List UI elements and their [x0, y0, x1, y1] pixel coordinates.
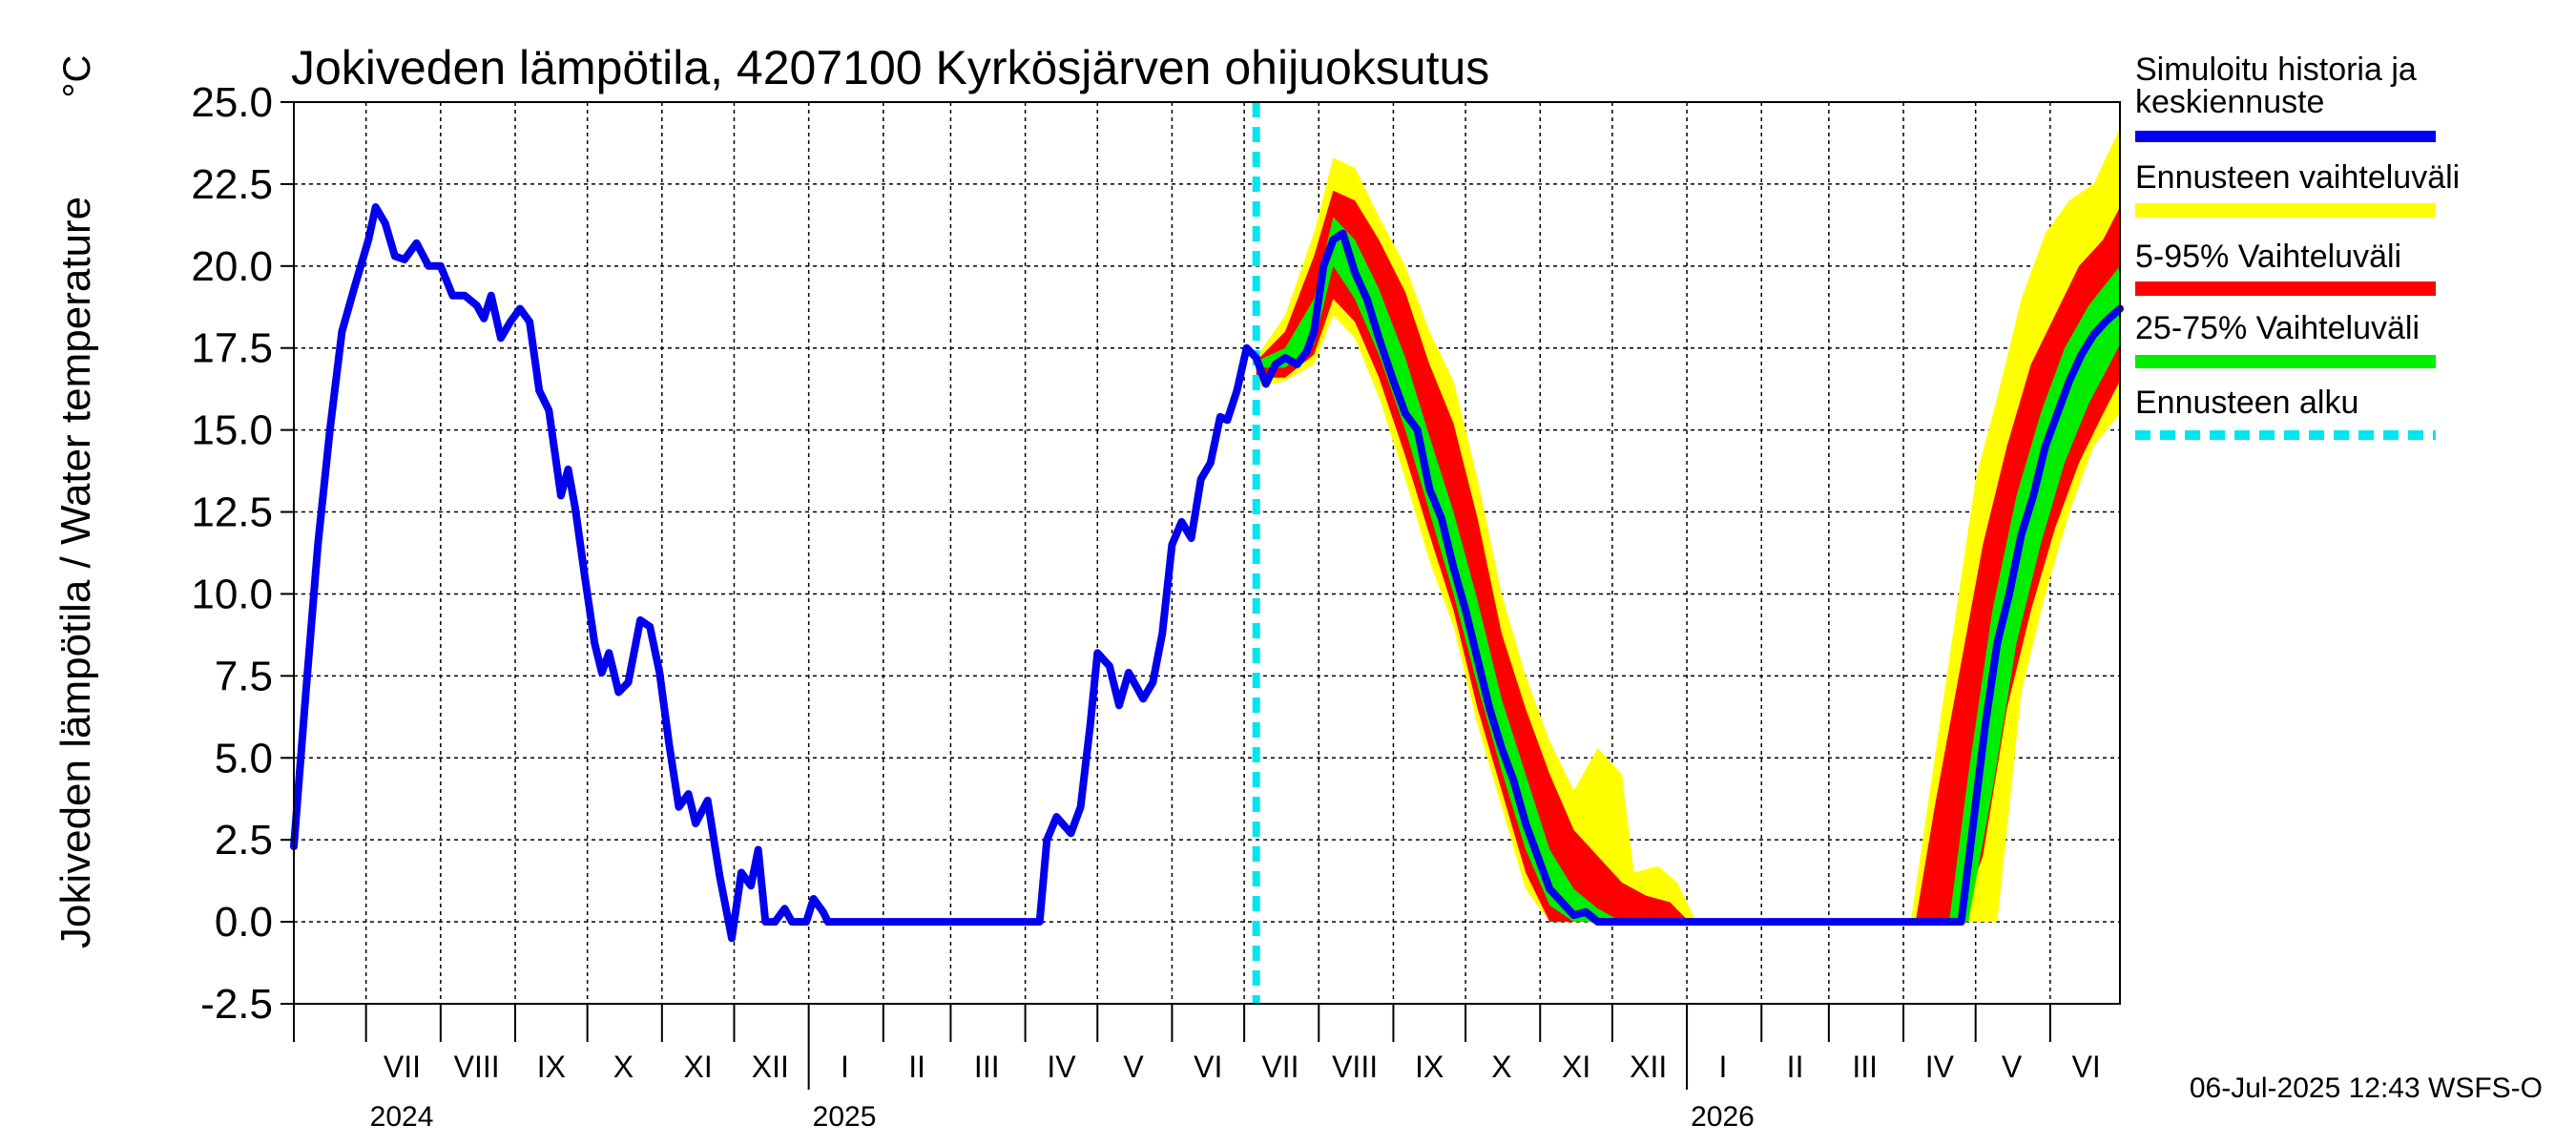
x-month-label: I	[1718, 1050, 1727, 1084]
y-tick-label: 12.5	[191, 489, 273, 536]
x-month-label: II	[1787, 1050, 1804, 1084]
plot-frame	[293, 101, 2121, 1005]
x-month-label: VIII	[454, 1050, 500, 1084]
legend-label-5-95: 5-95% Vaihteluväli	[2135, 239, 2401, 275]
legend-label-range: Ennusteen vaihteluväli	[2135, 159, 2460, 196]
x-month-label: X	[613, 1050, 634, 1084]
x-year-label: 2025	[813, 1101, 877, 1133]
x-year-label: 2026	[1691, 1101, 1755, 1133]
y-tick-label: 0.0	[215, 899, 273, 946]
y-tick-label: 25.0	[191, 79, 273, 126]
y-tick-label: -2.5	[200, 981, 273, 1028]
x-month-label: XI	[1562, 1050, 1590, 1084]
x-month-label: IX	[1415, 1050, 1444, 1084]
x-month-label: XII	[752, 1050, 789, 1084]
x-month-label: IX	[537, 1050, 566, 1084]
x-month-label: XII	[1630, 1050, 1667, 1084]
x-month-label: III	[974, 1050, 1000, 1084]
x-month-label: V	[2002, 1050, 2023, 1084]
x-month-label: VIII	[1332, 1050, 1378, 1084]
legend-label-history-line1: Simuloitu historia ja	[2135, 52, 2417, 88]
legend-swatch-5-95	[2135, 281, 2436, 296]
y-tick-label: 20.0	[191, 243, 273, 290]
legend-label-forecast-start: Ennusteen alku	[2135, 385, 2358, 421]
x-month-label: VI	[2072, 1050, 2101, 1084]
x-month-label: VI	[1194, 1050, 1222, 1084]
y-tick-label: 7.5	[215, 653, 273, 699]
x-month-label: III	[1852, 1050, 1878, 1084]
x-month-label: I	[841, 1050, 849, 1084]
legend-label-25-75: 25-75% Vaihteluväli	[2135, 310, 2420, 346]
footer-timestamp: 06-Jul-2025 12:43 WSFS-O	[2190, 1072, 2543, 1104]
legend-label-history-line2: keskiennuste	[2135, 84, 2324, 120]
x-month-label: VII	[1261, 1050, 1298, 1084]
x-month-label: X	[1491, 1050, 1511, 1084]
forecast-bands	[1256, 128, 2120, 923]
x-month-label: XI	[684, 1050, 713, 1084]
y-tick-label: 22.5	[191, 161, 273, 208]
x-month-label: IV	[1047, 1050, 1076, 1084]
series-lines	[290, 102, 2124, 1004]
tick-labels: 25.0 22.5 20.0 17.5 15.0 12.5 10.0 7.5 5.0 2.5 0.0…	[191, 79, 2100, 1133]
legend: Simuloitu historia ja keskiennuste Ennus…	[2135, 52, 2460, 440]
chart-title: Jokiveden lämpötila, 4207100 Kyrkösjärve…	[291, 41, 1489, 94]
y-tick-label: 5.0	[215, 735, 273, 781]
grid-lines	[294, 101, 2120, 1005]
y-tick-label: 2.5	[215, 817, 273, 864]
x-month-label: II	[908, 1050, 925, 1084]
y-tick-label: 17.5	[191, 325, 273, 372]
axes	[280, 101, 2121, 1090]
y-tick-label: 15.0	[191, 407, 273, 454]
unit-label: °C	[56, 55, 98, 98]
x-month-label: V	[1123, 1050, 1144, 1084]
legend-swatch-25-75	[2135, 355, 2436, 368]
x-month-label: IV	[1925, 1050, 1955, 1084]
series-line-history	[290, 203, 2124, 943]
legend-swatch-range	[2135, 203, 2436, 218]
x-month-label: VII	[384, 1050, 421, 1084]
legend-swatch-history	[2135, 131, 2436, 142]
y-tick-label: 10.0	[191, 571, 273, 617]
y-axis-label: Jokiveden lämpötila / Water temperature	[52, 197, 99, 948]
x-year-label: 2024	[370, 1101, 434, 1133]
